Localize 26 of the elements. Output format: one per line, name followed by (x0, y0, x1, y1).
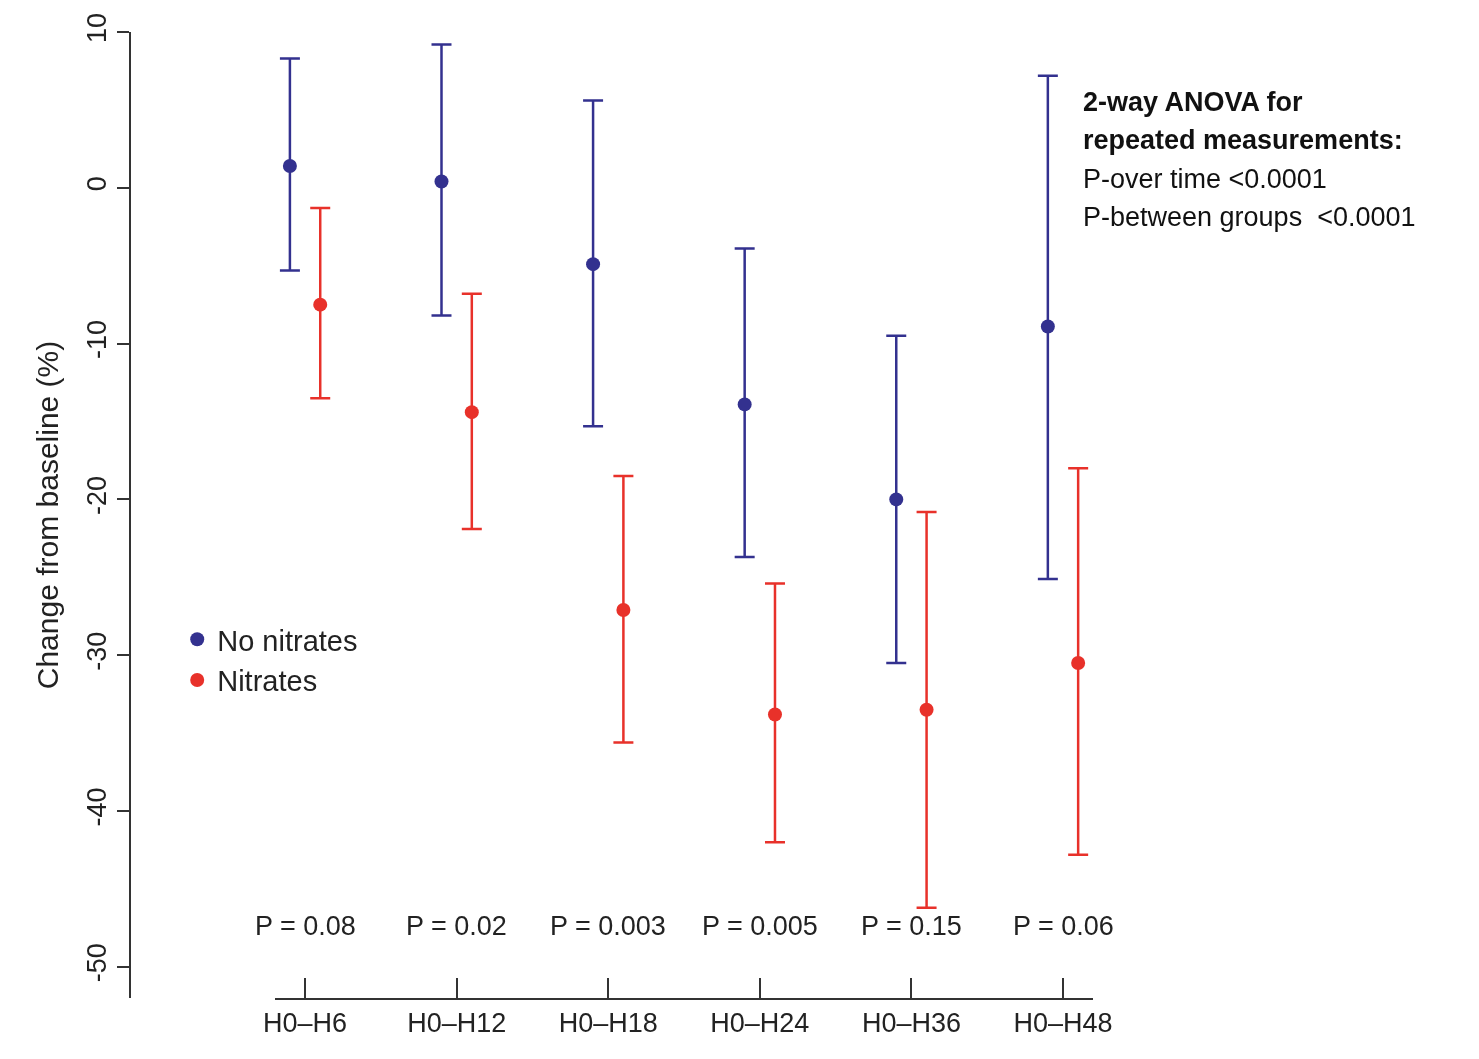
annotation: P = 0.06 (1013, 911, 1114, 941)
y-tick-label: 10 (82, 12, 113, 43)
y-tick-label: -10 (82, 320, 113, 360)
x-tick-label: H0–H24 (710, 1008, 810, 1039)
y-tick-label: -50 (82, 943, 113, 983)
y-axis-title: Change from baseline (%) (30, 340, 64, 690)
annotation: P-between groups <0.0001 (1083, 202, 1416, 232)
x-tick-label: H0–H36 (861, 1008, 961, 1039)
annotation: 2-way ANOVA for (1083, 87, 1304, 117)
y-tick-label: -40 (82, 787, 113, 827)
y-tick-label: -30 (82, 631, 113, 671)
y-tick-label: 0 (82, 176, 113, 192)
legend-label: No nitrates (217, 624, 358, 657)
x-tick-label: H0–H48 (1013, 1008, 1113, 1039)
annotation: repeated measurements: (1083, 125, 1403, 155)
y-tick-label: -20 (82, 475, 113, 515)
annotation: P-over time <0.0001 (1083, 164, 1327, 194)
x-tick-label: H0–H18 (558, 1008, 658, 1039)
annotation: P = 0.003 (550, 911, 666, 941)
annotation: P = 0.005 (702, 911, 818, 941)
annotation: P = 0.02 (406, 911, 507, 941)
x-tick-label: H0–H12 (407, 1008, 507, 1039)
legend-label: Nitrates (217, 665, 318, 698)
x-tick-label: H0–H6 (263, 1008, 348, 1039)
annotation: P = 0.08 (255, 911, 356, 941)
annotation: P = 0.15 (861, 911, 962, 941)
